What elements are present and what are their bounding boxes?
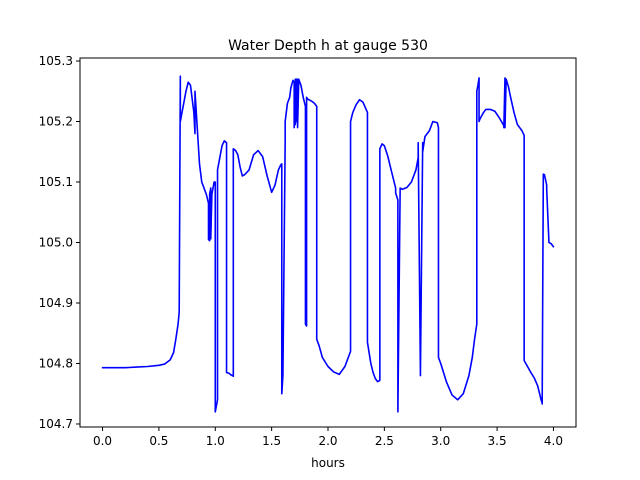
y-tick-label: 105.1 bbox=[39, 175, 73, 189]
x-tick-label: 0.5 bbox=[149, 434, 168, 448]
y-tick-label: 105.3 bbox=[39, 54, 73, 68]
y-tick-label: 104.7 bbox=[39, 417, 73, 431]
y-axis: 104.7 104.8 104.9 105.0 105.1 105.2 105.3 bbox=[39, 54, 80, 431]
series-line-0 bbox=[101, 75, 555, 413]
x-tick-label: 0.0 bbox=[93, 434, 112, 448]
chart-title: Water Depth h at gauge 530 bbox=[228, 38, 428, 54]
x-tick-label: 3.0 bbox=[431, 434, 450, 448]
x-tick-label: 4.0 bbox=[544, 434, 563, 448]
x-tick-label: 1.5 bbox=[262, 434, 281, 448]
x-tick-label: 2.0 bbox=[318, 434, 337, 448]
plot-area bbox=[80, 58, 576, 427]
y-tick-label: 104.8 bbox=[39, 356, 73, 370]
y-tick-label: 104.9 bbox=[39, 296, 73, 310]
x-tick-label: 2.5 bbox=[375, 434, 394, 448]
x-axis: 0.0 0.5 1.0 1.5 2.0 2.5 3.0 3.5 4.0 bbox=[93, 427, 563, 448]
x-tick-label: 3.5 bbox=[488, 434, 507, 448]
x-axis-label: hours bbox=[311, 456, 345, 470]
x-tick-label: 1.0 bbox=[206, 434, 225, 448]
plot-frame bbox=[79, 57, 577, 428]
y-tick-label: 105.0 bbox=[39, 236, 73, 250]
series-layer bbox=[101, 75, 555, 413]
y-tick-label: 105.2 bbox=[39, 115, 73, 129]
